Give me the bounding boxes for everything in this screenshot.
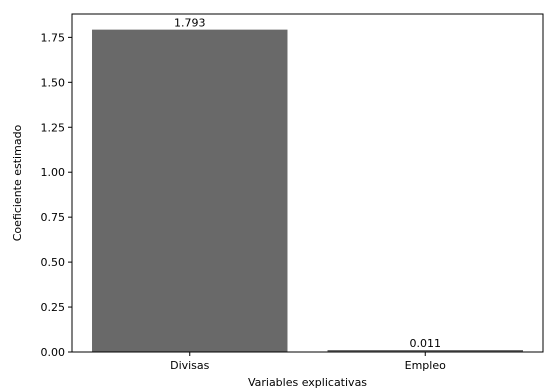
data-labels-group: 1.793 0.011 [174, 17, 441, 350]
bar-empleo [327, 350, 523, 352]
data-label-empleo: 0.011 [410, 337, 442, 350]
bars-group [92, 29, 523, 353]
y-tick-label: 0.25 [41, 301, 66, 314]
y-axis-label: Coeficiente estimado [11, 124, 24, 241]
x-tick-label-empleo: Empleo [405, 359, 446, 372]
y-tick-label: 1.00 [41, 166, 66, 179]
y-tick-label: 1.75 [41, 31, 66, 44]
bar-divisas [92, 29, 288, 353]
y-tick-label: 1.25 [41, 121, 66, 134]
y-tick-label: 0.75 [41, 211, 66, 224]
x-axis-label: Variables explicativas [248, 376, 367, 388]
plot-frame [71, 13, 544, 353]
data-label-divisas: 1.793 [174, 17, 206, 30]
x-tick-label-divisas: Divisas [170, 359, 210, 372]
y-tick-label: 0.50 [41, 256, 66, 269]
y-tick-label: 1.50 [41, 76, 66, 89]
x-axis-ticks: Divisas Empleo [170, 352, 446, 372]
y-tick-label: 0.00 [41, 346, 66, 359]
y-axis-ticks: 0.00 0.25 0.50 0.75 1.00 1.25 1.50 1.75 [41, 31, 72, 359]
